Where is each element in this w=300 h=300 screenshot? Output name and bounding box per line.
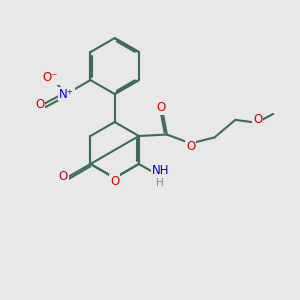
- Text: O: O: [186, 140, 195, 153]
- Text: NH: NH: [152, 164, 169, 177]
- Text: O: O: [156, 101, 166, 114]
- Text: H: H: [156, 178, 164, 188]
- Text: O: O: [253, 113, 262, 126]
- Text: O⁻: O⁻: [42, 71, 58, 84]
- Text: O: O: [110, 175, 119, 188]
- Text: N⁺: N⁺: [59, 88, 74, 100]
- Text: O: O: [58, 170, 68, 183]
- Text: O: O: [35, 98, 44, 111]
